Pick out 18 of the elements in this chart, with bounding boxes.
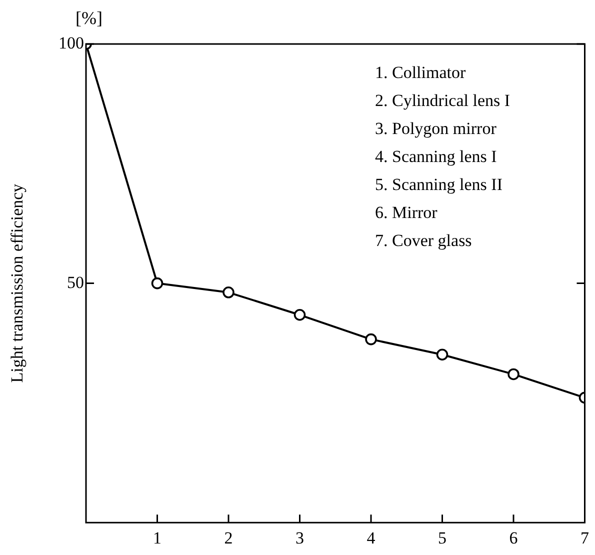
- x-tick-label: 6: [509, 528, 518, 548]
- text: [%]: [76, 8, 102, 28]
- annotation: 1. Collimator: [375, 63, 466, 82]
- x-tick-label: 2: [224, 528, 233, 548]
- x-tick-label: 4: [366, 528, 376, 548]
- y-tick-label: 50: [67, 272, 84, 292]
- annotation: 2. Cylindrical lens I: [375, 91, 510, 110]
- x-tick-label: 1: [153, 528, 162, 548]
- y-tick-label: 100: [58, 33, 84, 52]
- annotation: 5. Scanning lens II: [375, 175, 503, 194]
- annotation: 6. Mirror: [375, 203, 438, 222]
- x-tick-label: 7: [580, 528, 590, 548]
- x-tick-label: 3: [296, 528, 304, 548]
- y-axis-title: Light transmission efficiency: [8, 183, 27, 383]
- annotation: 3. Polygon mirror: [375, 119, 497, 138]
- annotation: 4. Scanning lens I: [375, 147, 498, 166]
- annotation: 7. Cover glass: [375, 231, 472, 250]
- x-tick-label: 5: [438, 528, 446, 548]
